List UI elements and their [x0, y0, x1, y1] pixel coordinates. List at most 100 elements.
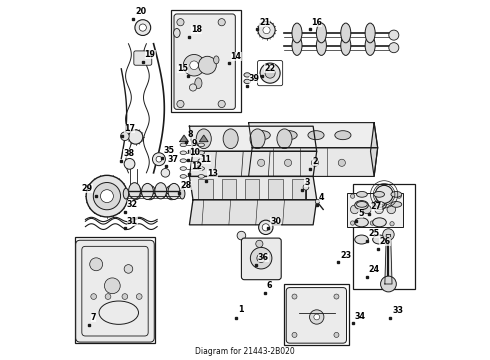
- Bar: [74, 237, 155, 343]
- Circle shape: [128, 130, 143, 144]
- Circle shape: [156, 156, 162, 162]
- Circle shape: [198, 56, 216, 74]
- Circle shape: [177, 19, 184, 26]
- Circle shape: [259, 220, 273, 234]
- Ellipse shape: [250, 129, 265, 149]
- Ellipse shape: [196, 129, 211, 149]
- Ellipse shape: [365, 23, 375, 43]
- FancyBboxPatch shape: [286, 288, 346, 343]
- Circle shape: [375, 185, 393, 203]
- Circle shape: [387, 205, 395, 214]
- Circle shape: [258, 159, 265, 166]
- Text: 10: 10: [190, 148, 200, 157]
- Ellipse shape: [308, 131, 324, 140]
- Ellipse shape: [144, 185, 156, 200]
- Circle shape: [292, 294, 297, 299]
- Circle shape: [257, 254, 266, 262]
- Text: 15: 15: [177, 64, 188, 73]
- Ellipse shape: [341, 36, 351, 55]
- Text: 4: 4: [318, 193, 324, 202]
- Text: 12: 12: [191, 162, 202, 171]
- Text: 20: 20: [135, 8, 146, 17]
- Text: 14: 14: [231, 51, 242, 60]
- Ellipse shape: [373, 218, 386, 227]
- Text: 13: 13: [207, 169, 219, 178]
- Text: 27: 27: [370, 202, 382, 211]
- Ellipse shape: [244, 79, 250, 84]
- Ellipse shape: [355, 235, 368, 244]
- Circle shape: [161, 168, 170, 177]
- Ellipse shape: [198, 175, 204, 178]
- Ellipse shape: [277, 129, 292, 149]
- Ellipse shape: [254, 131, 270, 140]
- Ellipse shape: [198, 151, 204, 154]
- Ellipse shape: [357, 192, 368, 197]
- Ellipse shape: [173, 28, 180, 37]
- Text: 25: 25: [368, 229, 380, 238]
- FancyBboxPatch shape: [174, 14, 235, 109]
- Ellipse shape: [317, 23, 326, 43]
- Ellipse shape: [166, 185, 177, 200]
- Circle shape: [265, 68, 275, 78]
- Circle shape: [139, 24, 147, 31]
- Circle shape: [135, 20, 151, 36]
- Text: 28: 28: [180, 181, 192, 190]
- Circle shape: [177, 100, 184, 108]
- Circle shape: [390, 222, 394, 226]
- Text: 35: 35: [164, 146, 174, 155]
- Ellipse shape: [292, 23, 302, 43]
- Bar: [353, 184, 416, 289]
- Text: 18: 18: [191, 25, 202, 34]
- Ellipse shape: [373, 235, 386, 244]
- Text: 3: 3: [304, 178, 310, 187]
- Ellipse shape: [155, 183, 167, 199]
- Text: 19: 19: [145, 50, 156, 59]
- Circle shape: [152, 153, 166, 166]
- Text: 37: 37: [168, 154, 179, 163]
- Polygon shape: [248, 148, 378, 176]
- Ellipse shape: [180, 159, 187, 162]
- Circle shape: [246, 239, 251, 243]
- Text: 23: 23: [340, 251, 351, 260]
- Polygon shape: [190, 200, 317, 225]
- Ellipse shape: [374, 192, 385, 197]
- Ellipse shape: [123, 188, 129, 199]
- Circle shape: [86, 175, 128, 217]
- Circle shape: [375, 205, 383, 214]
- Ellipse shape: [391, 202, 402, 207]
- Circle shape: [100, 190, 113, 203]
- Text: 24: 24: [368, 265, 380, 274]
- Circle shape: [136, 294, 142, 300]
- Circle shape: [121, 132, 129, 140]
- Circle shape: [190, 61, 198, 69]
- Bar: [245, 179, 259, 199]
- Ellipse shape: [373, 201, 386, 210]
- Polygon shape: [370, 123, 378, 176]
- Text: 17: 17: [124, 125, 135, 134]
- Polygon shape: [190, 176, 317, 200]
- Text: 2: 2: [312, 157, 318, 166]
- Circle shape: [310, 310, 324, 324]
- Ellipse shape: [179, 188, 185, 199]
- Ellipse shape: [129, 183, 141, 199]
- Circle shape: [183, 54, 205, 76]
- Circle shape: [350, 221, 355, 225]
- Ellipse shape: [214, 56, 219, 64]
- Polygon shape: [199, 135, 208, 141]
- Circle shape: [93, 183, 121, 210]
- Text: 9: 9: [191, 139, 196, 148]
- Circle shape: [338, 159, 345, 166]
- Ellipse shape: [180, 151, 187, 154]
- Ellipse shape: [357, 202, 368, 207]
- Ellipse shape: [281, 131, 297, 140]
- Polygon shape: [190, 151, 317, 176]
- Ellipse shape: [130, 185, 141, 200]
- Text: Diagram for 21443-2B020: Diagram for 21443-2B020: [195, 347, 295, 356]
- Ellipse shape: [374, 202, 385, 207]
- Bar: [172, 10, 242, 112]
- Bar: [269, 179, 283, 199]
- Circle shape: [303, 184, 309, 190]
- Circle shape: [334, 294, 339, 299]
- Text: 38: 38: [123, 149, 134, 158]
- Circle shape: [389, 30, 399, 40]
